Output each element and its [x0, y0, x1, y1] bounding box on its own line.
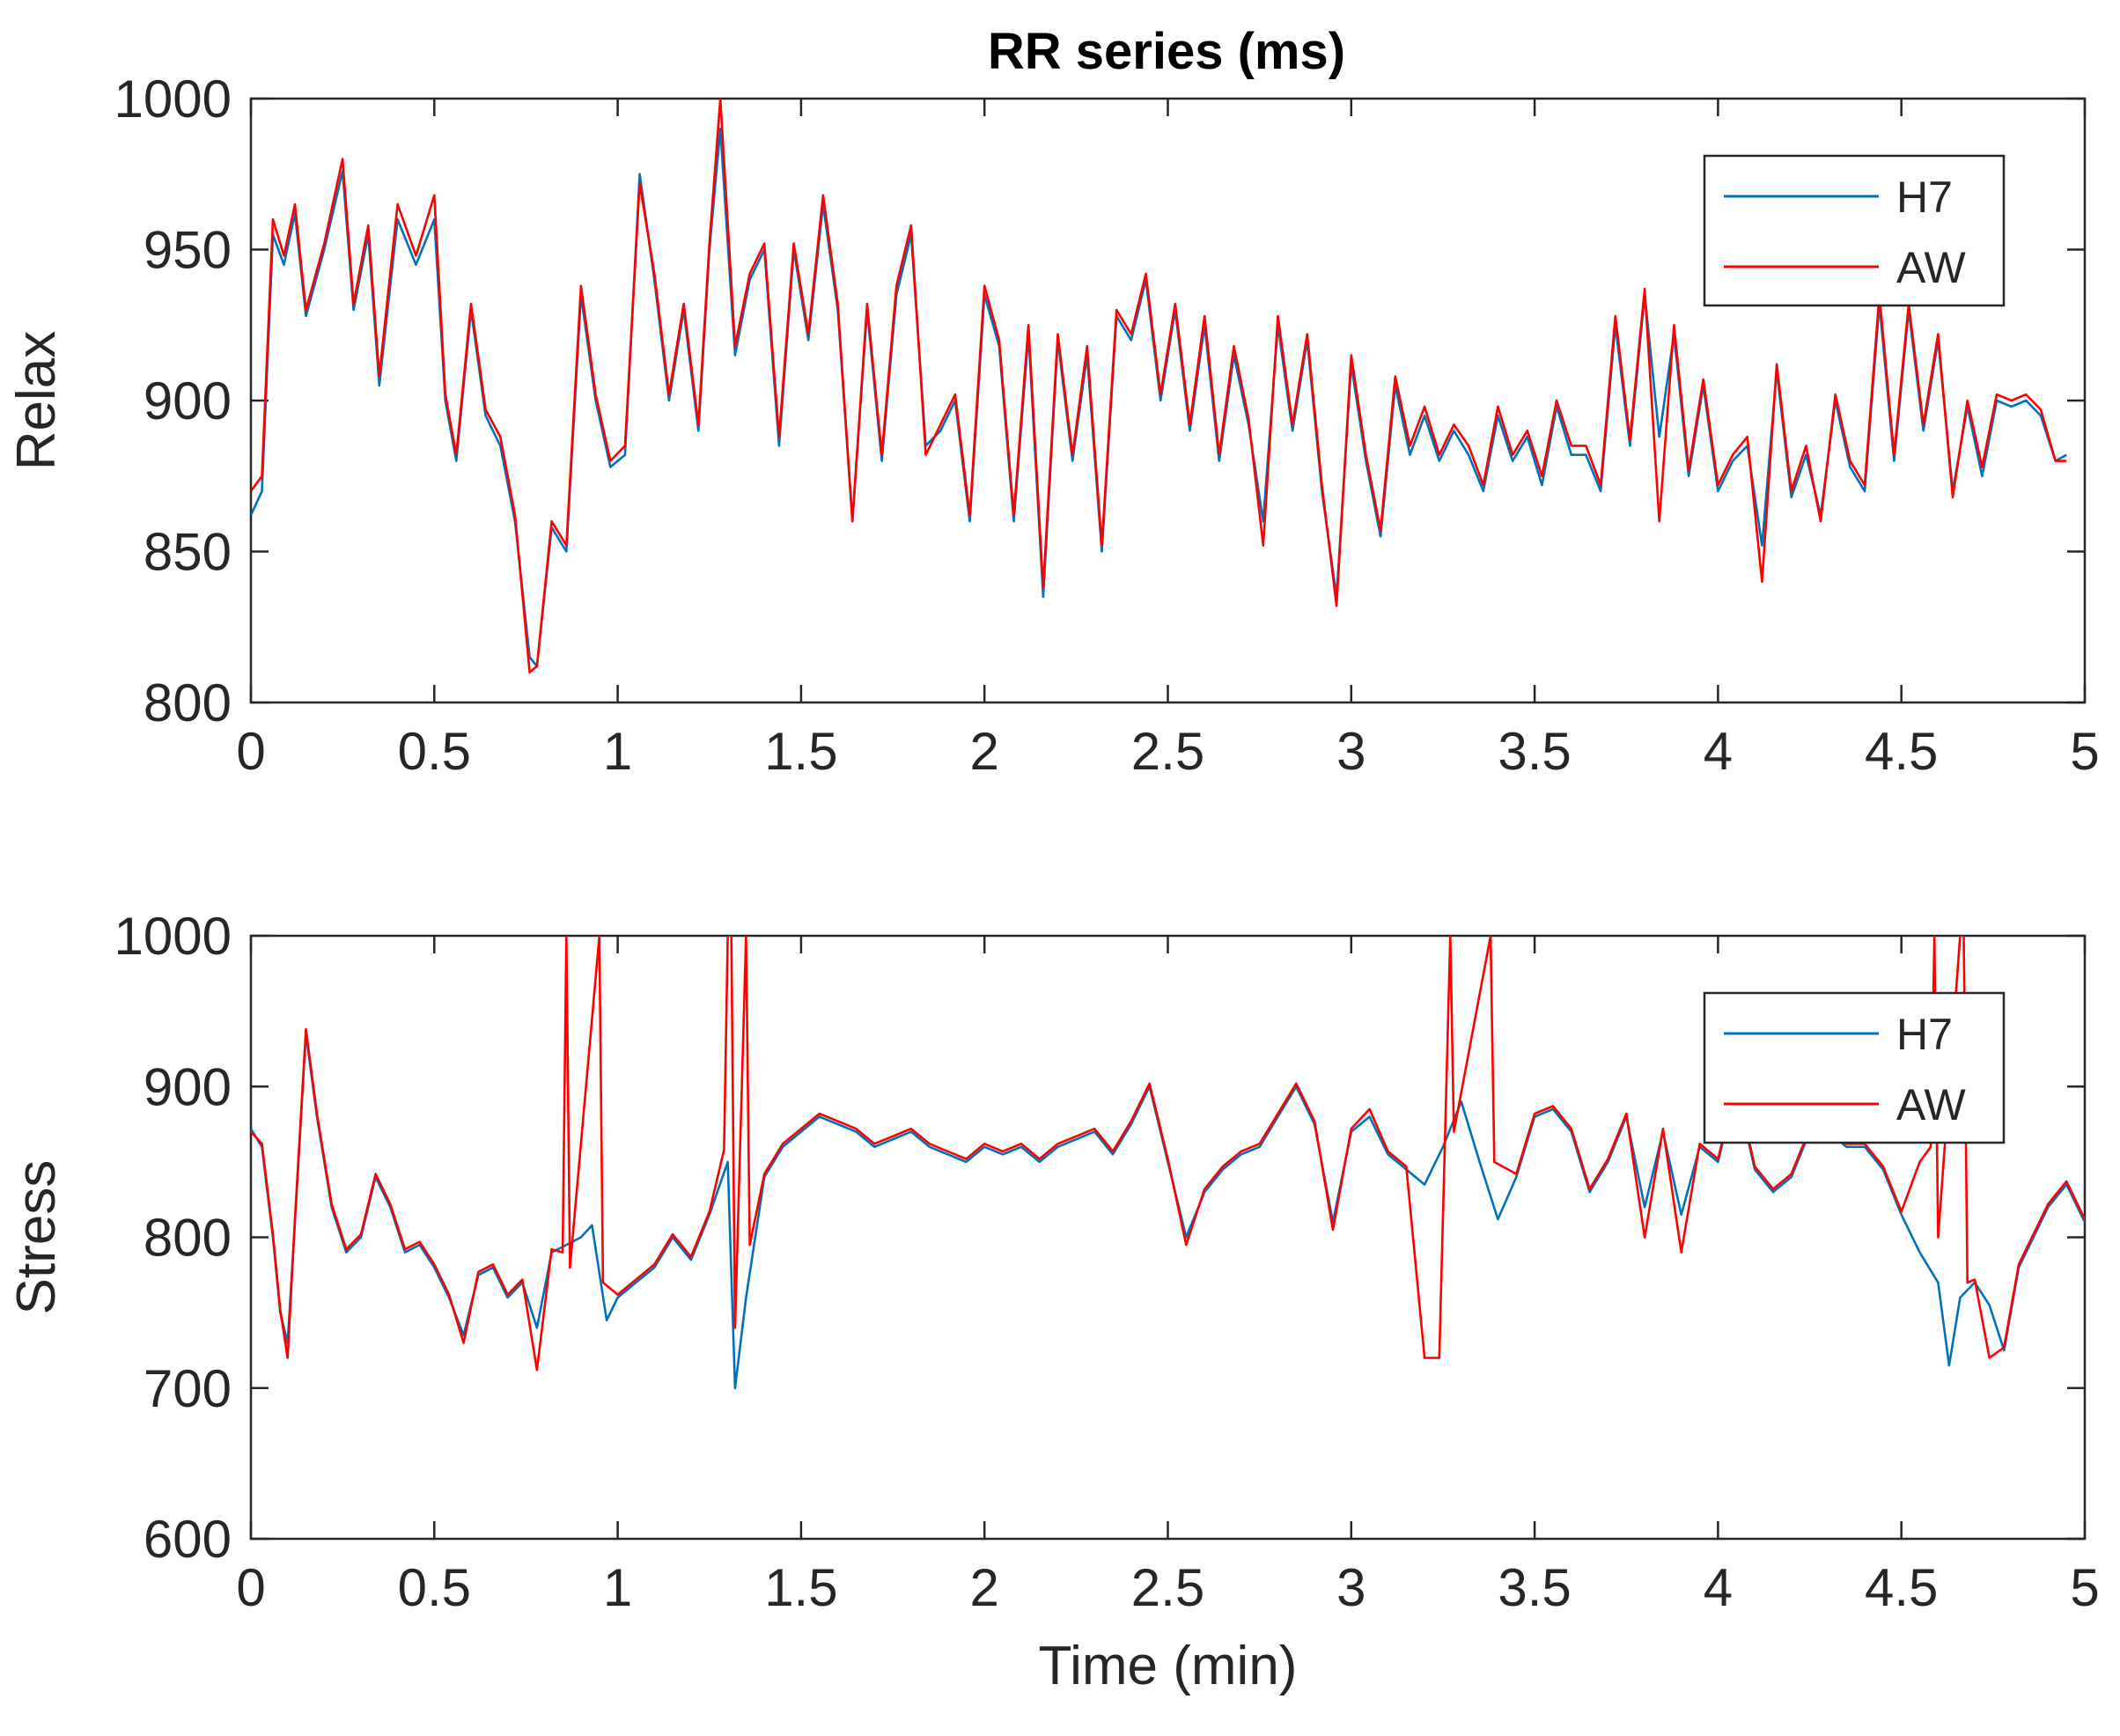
- x-tick-label: 1: [603, 722, 632, 781]
- y-tick-label: 800: [144, 1209, 232, 1268]
- y-axis-label: Stress: [6, 1160, 67, 1315]
- chart-title: RR series (ms): [988, 23, 1345, 80]
- x-tick-label: 4.5: [1865, 1558, 1938, 1617]
- x-tick-label: 0.5: [398, 722, 471, 781]
- x-tick-label: 3.5: [1498, 1558, 1571, 1617]
- x-tick-label: 2.5: [1131, 1558, 1204, 1617]
- x-tick-label: 1: [603, 1558, 632, 1617]
- y-axis-label: Relax: [6, 331, 67, 471]
- y-tick-label: 1000: [114, 70, 232, 129]
- x-tick-label: 1.5: [764, 722, 837, 781]
- x-tick-label: 0.5: [398, 1558, 471, 1617]
- x-tick-label: 2.5: [1131, 722, 1204, 781]
- relax-panel: 0 0.5 1 1.5 2 2.5 3 3.5 4 4.5 5 800 850 900 950 1000 Rel…: [6, 70, 2100, 781]
- y-tick-label: 700: [144, 1359, 232, 1418]
- x-tick-label: 3: [1336, 1558, 1365, 1617]
- legend-label-aw: AW: [1896, 1080, 1966, 1129]
- legend-label-h7: H7: [1896, 173, 1953, 222]
- series-line-h7: [251, 1033, 2085, 1390]
- legend-label-h7: H7: [1896, 1010, 1953, 1059]
- legend-box: [1703, 154, 2006, 307]
- y-tick-label: 1000: [114, 907, 232, 966]
- x-axis-label: Time (min): [1039, 1636, 1298, 1696]
- y-tick-label: 800: [144, 673, 232, 732]
- x-tick-label: 3: [1336, 722, 1365, 781]
- y-tick-label: 950: [144, 221, 232, 280]
- x-tick-label: 4: [1704, 722, 1733, 781]
- x-tick-label: 4: [1704, 1558, 1733, 1617]
- x-tick-label: 2: [970, 1558, 999, 1617]
- x-tick-label: 0: [236, 722, 265, 781]
- legend-label-aw: AW: [1896, 243, 1966, 292]
- x-tick-label: 2: [970, 722, 999, 781]
- y-tick-label: 600: [144, 1510, 232, 1569]
- y-tick-label: 900: [144, 371, 232, 430]
- stress-panel: 0 0.5 1 1.5 2 2.5 3 3.5 4 4.5 5 600 700 800 900 1000 Str…: [6, 907, 2100, 1696]
- x-tick-label: 3.5: [1498, 722, 1571, 781]
- y-tick-label: 900: [144, 1057, 232, 1116]
- y-tick-label: 850: [144, 523, 232, 582]
- x-tick-label: 5: [2070, 1558, 2099, 1617]
- x-tick-label: 4.5: [1865, 722, 1938, 781]
- x-tick-label: 5: [2070, 722, 2099, 781]
- legend-box: [1703, 991, 2006, 1144]
- series-line-aw: [251, 99, 2067, 674]
- x-tick-label: 0: [236, 1558, 265, 1617]
- x-tick-label: 1.5: [764, 1558, 837, 1617]
